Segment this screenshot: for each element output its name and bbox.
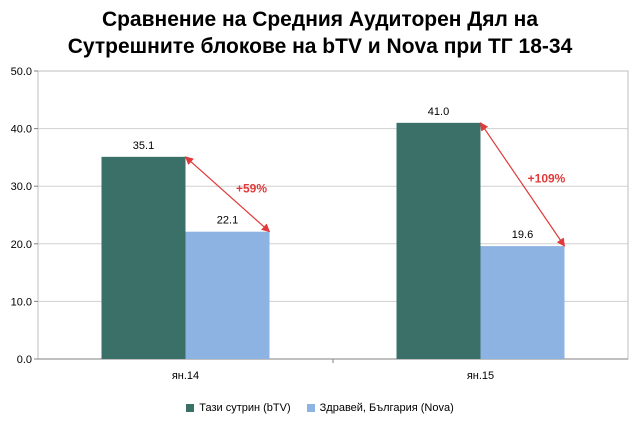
legend-label-nova: Здравей, България (Nova): [319, 402, 454, 414]
y-tick-label: 20.0: [11, 239, 32, 251]
legend-item-btv: Тази сутрин (bTV): [186, 402, 291, 414]
bar-btv: [101, 156, 186, 359]
data-label: 22.1: [217, 215, 238, 227]
y-tick-label: 10.0: [11, 296, 32, 308]
bar-nova: [185, 231, 270, 359]
data-label: 41.0: [428, 106, 449, 118]
x-tick-label: ян.14: [172, 370, 199, 382]
bar-btv: [396, 122, 481, 359]
growth-arrow: [480, 122, 565, 247]
y-tick-label: 40.0: [11, 124, 32, 136]
bar-nova: [480, 246, 565, 359]
legend-item-nova: Здравей, България (Nova): [306, 402, 454, 414]
legend: Тази сутрин (bTV) Здравей, България (Nov…: [0, 402, 640, 414]
growth-annotation: +109%: [528, 171, 566, 185]
y-tick-label: 30.0: [11, 181, 32, 193]
y-tick-label: 50.0: [11, 66, 32, 78]
legend-label-btv: Тази сутрин (bTV): [199, 402, 291, 414]
chart-title: Сравнение на Средния Аудиторен Дял на Су…: [0, 6, 640, 60]
data-label: 19.6: [512, 229, 533, 241]
y-tick-label: 0.0: [17, 354, 32, 366]
chart-title-line-2: Сутрешните блокове на bTV и Nova при ТГ …: [67, 35, 573, 58]
x-tick-label: ян.15: [467, 370, 494, 382]
legend-swatch-nova: [306, 404, 315, 412]
legend-swatch-btv: [186, 404, 195, 412]
growth-annotation: +59%: [236, 181, 267, 195]
growth-arrow: [184, 156, 271, 233]
data-label: 35.1: [133, 140, 154, 152]
chart-title-line-1: Сравнение на Средния Аудиторен Дял на: [101, 8, 539, 31]
